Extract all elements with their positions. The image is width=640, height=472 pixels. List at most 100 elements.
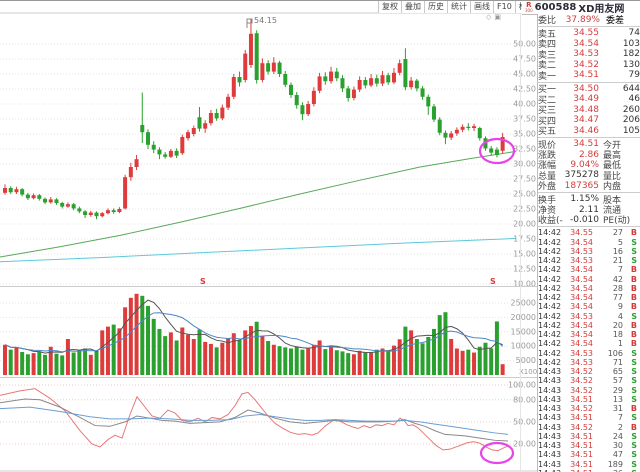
- quote-level-row[interactable]: 买一 34.50 644: [538, 83, 640, 96]
- transaction-row: 14:42 34.55 27 B: [538, 228, 637, 238]
- quote-level-row[interactable]: 买五 34.46 105: [538, 125, 640, 138]
- quote-info-row: 换手 1.15% 股本: [538, 194, 622, 206]
- transaction-row: 14:43 34.51 7 S: [538, 413, 637, 423]
- toolbar-button-画线[interactable]: 画线: [470, 1, 493, 13]
- ex-dividend-marker: S: [200, 277, 206, 286]
- weibi-row: 委比 37.89% 委差: [538, 14, 640, 27]
- svg-text:47.50: 47.50: [513, 55, 536, 64]
- quote-info-row: 总量 375278 量比: [538, 170, 622, 182]
- svg-text:40.00: 40.00: [513, 100, 536, 109]
- weicha-label: 委差: [606, 16, 625, 26]
- quote-level-row[interactable]: 卖五 34.55 74: [538, 28, 640, 40]
- divider: [538, 226, 640, 228]
- svg-text:30.00: 30.00: [513, 160, 536, 169]
- divider: [538, 26, 640, 27]
- transaction-row: 14:43 34.51 13 S: [538, 394, 637, 404]
- quote-info-row: 现价 34.51 今开: [538, 139, 622, 151]
- svg-text:X100: X100: [519, 368, 537, 376]
- ex-dividend-marker: S: [490, 277, 496, 286]
- quote-info-row: 净资 2.11 流通: [538, 204, 622, 217]
- svg-text:50.00: 50.00: [513, 417, 536, 426]
- transaction-row: 14:43 34.51 30 S: [538, 441, 637, 450]
- toolbar-button-叠加[interactable]: 叠加: [401, 1, 424, 13]
- transaction-row: 14:43 34.52 57 S: [538, 376, 637, 386]
- svg-text:100.00: 100.00: [508, 381, 536, 390]
- chart-corner-icons[interactable]: ◇▣: [486, 13, 504, 21]
- transaction-row: 14:42 34.54 5 S: [538, 237, 637, 247]
- kline-chart-area[interactable]: 50.00 47.50 45.00 42.50 40.00 37.50 35.00 32.50…: [0, 1, 538, 472]
- diamond-icon[interactable]: ◇: [486, 13, 495, 21]
- stock-title: R 300 600588 XD用友网: [522, 1, 640, 15]
- toolbar-button-F10[interactable]: F10: [493, 1, 515, 13]
- margin-trading-badge: R 300: [525, 1, 533, 13]
- quote-level-row[interactable]: 卖三 34.53 182: [538, 49, 640, 61]
- svg-text:50.00: 50.00: [513, 40, 536, 49]
- price-highlight-circle: [478, 137, 516, 165]
- weibi-value: 37.89%: [565, 14, 600, 25]
- svg-text:10000: 10000: [511, 342, 536, 351]
- svg-text:10.00: 10.00: [513, 280, 536, 289]
- svg-text:15000: 15000: [511, 327, 536, 336]
- divider: [538, 137, 640, 138]
- svg-text:25.00: 25.00: [513, 190, 536, 199]
- svg-text:17.50: 17.50: [513, 235, 536, 244]
- stock-code: 600588: [534, 2, 577, 13]
- svg-text:32.50: 32.50: [513, 145, 536, 154]
- svg-text:27.50: 27.50: [513, 175, 536, 184]
- svg-text:22.50: 22.50: [513, 205, 536, 214]
- svg-text:25000: 25000: [511, 299, 536, 308]
- quote-info-row: 涨幅 9.04% 最低: [538, 159, 622, 172]
- transaction-row: 14:43 34.52 2 B: [538, 422, 637, 432]
- svg-text:35.00: 35.00: [513, 130, 536, 139]
- svg-text:45.00: 45.00: [513, 70, 536, 79]
- toolbar-button-统计[interactable]: 统计: [447, 1, 470, 13]
- quote-level-row[interactable]: 买三 34.48 260: [538, 104, 640, 117]
- quote-info-row: 涨跌 2.86 最高: [538, 149, 622, 162]
- stock-name: XD用友网: [578, 4, 625, 15]
- transaction-row: 14:42 34.53 16 S: [538, 246, 637, 256]
- quote-panel: 委比 37.89% 委差 卖五 34.55 74 卖四 34.54 103 卖三 34.53 1…: [538, 14, 640, 472]
- svg-text:42.50: 42.50: [513, 85, 536, 94]
- divider: [538, 191, 640, 193]
- transaction-row: 14:42 34.54 1 B: [538, 339, 637, 349]
- transaction-row: 14:42 34.54 7 B: [538, 265, 637, 275]
- transaction-row: 14:42 34.53 4 S: [538, 311, 637, 321]
- quote-level-row[interactable]: 卖二 34.52 130: [538, 59, 640, 72]
- tick-transaction-list[interactable]: 14:42 34.55 27 B 14:42 34.54 5 S 14:42 34.53 16 S 14…: [538, 228, 640, 472]
- quote-level-row[interactable]: 买四 34.47 206: [538, 115, 640, 127]
- svg-text:20.00: 20.00: [513, 220, 536, 229]
- panel-icon[interactable]: ▣: [494, 13, 505, 21]
- transaction-row: 14:43 34.52 29 S: [538, 385, 637, 395]
- toolbar-button-历史[interactable]: 历史: [424, 1, 447, 13]
- transaction-row: 14:42 34.53 21 S: [538, 256, 637, 265]
- quote-info: 现价 34.51 今开 涨跌 2.86 最高 涨幅 9.04% 最低 总量 375278 量比 外盘 18…: [538, 139, 640, 193]
- transaction-row: 14:42 34.54 20 B: [538, 320, 637, 330]
- transaction-row: 14:42 34.54 18 B: [538, 330, 637, 339]
- svg-text:12.50: 12.50: [513, 265, 536, 274]
- quote-level-row[interactable]: 卖一 34.51 79: [538, 70, 640, 82]
- bid-levels: 买一 34.50 644 买二 34.49 46 买三 34.48 260 买四 34.47 206 买…: [538, 83, 640, 138]
- svg-text:5000: 5000: [516, 356, 536, 365]
- transaction-row: 14:42 34.54 42 B: [538, 274, 637, 284]
- period-high-label: 54.15: [254, 16, 277, 25]
- kline-chart-svg[interactable]: 50.00 47.50 45.00 42.50 40.00 37.50 35.00 32.50…: [0, 1, 538, 472]
- svg-text:80.00: 80.00: [513, 395, 536, 404]
- transaction-row: 14:43 34.51 47 S: [538, 450, 637, 460]
- svg-text:15.00: 15.00: [513, 250, 536, 259]
- transaction-row: 14:42 34.54 9 B: [538, 302, 637, 312]
- transaction-row: 14:43 34.51 189 S: [538, 459, 637, 469]
- quote-info-row: 外盘 187365 内盘: [538, 180, 622, 193]
- transaction-row: 14:42 34.54 28 B: [538, 283, 637, 293]
- svg-text:20.00: 20.00: [513, 440, 536, 449]
- transaction-row: 14:42 34.53 106 S: [538, 348, 637, 358]
- transaction-row: 14:43 34.52 31 B: [538, 404, 637, 413]
- indicator-highlight-circle: [479, 441, 515, 465]
- quote-level-row[interactable]: 卖四 34.54 103: [538, 38, 640, 51]
- toolbar-button-复权[interactable]: 复权: [378, 1, 401, 13]
- quote-level-row[interactable]: 买二 34.49 46: [538, 94, 640, 106]
- ask-levels: 卖五 34.55 74 卖四 34.54 103 卖三 34.53 182 卖二 34.52 130 卖…: [538, 28, 640, 82]
- svg-text:20000: 20000: [511, 313, 536, 322]
